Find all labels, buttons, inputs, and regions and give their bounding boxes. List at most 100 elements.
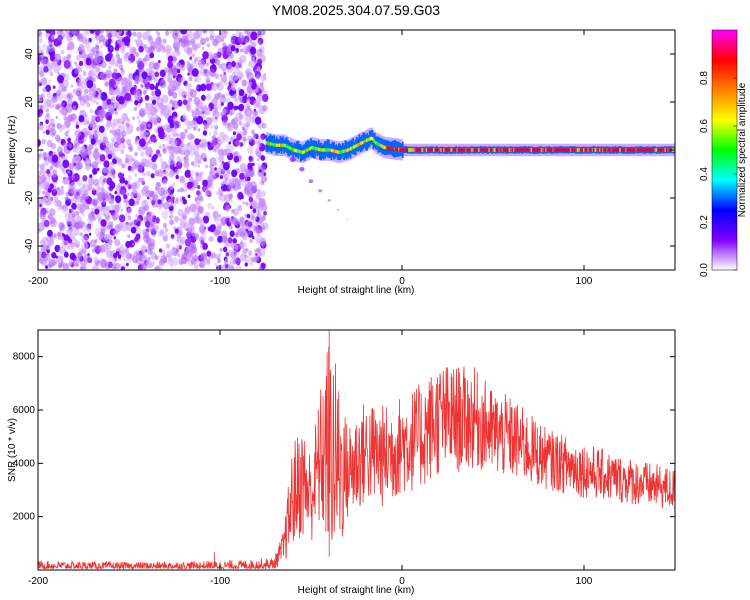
heatmap-cell [116,134,119,138]
heatmap-cell [249,238,253,243]
y-tick-label: 6000 [13,405,36,416]
heatmap-cell [127,215,132,221]
heatmap-cell [107,153,113,160]
snr-ylabel: SNR (10 * v/v) [7,418,18,482]
heatmap-cell [257,31,263,38]
heatmap-cell [52,172,57,178]
heatmap-cell [312,146,314,150]
heatmap-cell [180,30,188,35]
heatmap-cell [368,137,371,141]
heatmap-cell [85,57,92,66]
heatmap-cell [86,256,92,263]
heatmap-cell [86,117,90,122]
heatmap-cell [207,141,211,146]
heatmap-cell [256,210,261,216]
heatmap-cell [162,148,167,154]
heatmap-cell [72,172,80,182]
heatmap-cell [121,143,126,150]
heatmap-cell [46,112,50,117]
heatmap-cell [200,252,208,262]
heatmap-cell [180,228,183,233]
colorbar-label: Normalized spectral amplitude [737,82,748,217]
x-tick-label: -100 [210,276,230,287]
heatmap-cell [260,240,266,247]
heatmap-cell [54,134,61,142]
heatmap-cell [346,218,349,221]
heatmap-cell [230,199,233,203]
heatmap-cell [227,169,231,175]
heatmap-cell [38,190,41,195]
heatmap-cell [202,146,206,152]
heatmap-cell [67,242,75,251]
heatmap-cell [95,101,99,105]
heatmap-cell [148,77,153,82]
heatmap-cell [234,139,241,147]
heatmap-cell [255,253,258,257]
heatmap-cell [230,83,237,91]
heatmap-cell [61,107,68,116]
heatmap-cell [195,30,203,36]
heatmap-cell [337,209,340,211]
heatmap-cell [104,80,110,87]
heatmap-cell [109,181,116,190]
heatmap-cell [81,235,89,244]
heatmap-cell [172,182,176,187]
heatmap-cell [323,148,326,152]
heatmap-cell [47,187,52,193]
heatmap-cell [40,77,48,86]
heatmap-cell [238,88,245,97]
heatmap-cell [224,264,229,269]
heatmap-cell [88,134,93,140]
heatmap-cell [124,157,129,163]
heatmap-cell [115,53,120,59]
heatmap-cell [65,218,72,226]
heatmap-cell [82,183,86,188]
heatmap-cell [62,207,68,214]
heatmap-cell [79,186,87,196]
heatmap-cell [376,141,378,146]
heatmap-cell [310,146,313,150]
heatmap-cell [184,182,188,187]
heatmap-cell [221,108,227,115]
heatmap-cell [76,263,79,268]
x-tick-label: 100 [576,576,593,587]
heatmap-cell [173,40,178,47]
heatmap-cell [177,81,182,87]
heatmap-cell [53,58,58,63]
heatmap-cell [42,260,47,266]
heatmap-cell [194,197,198,202]
heatmap-cell [256,157,260,162]
heatmap-cell [179,131,186,139]
heatmap-cell [125,257,132,265]
heatmap-cell [212,97,219,105]
heatmap-cell [199,219,205,226]
heatmap-cell [165,243,171,249]
heatmap-cell [114,107,117,112]
heatmap-cell [118,124,121,129]
heatmap-cell [175,244,180,250]
heatmap-cell [169,154,175,161]
heatmap-cell [261,214,266,221]
heatmap-cell [43,219,50,228]
heatmap-cell [170,263,174,268]
heatmap-cell [209,34,214,41]
heatmap-cell [152,153,158,160]
heatmap-cell [109,147,116,156]
heatmap-cell [120,190,126,196]
heatmap-cell [370,136,373,140]
heatmap-cell [288,146,291,150]
heatmap-cell [261,200,266,207]
heatmap-cell [229,230,235,237]
heatmap-cell [178,238,185,247]
heatmap-cell [134,39,137,43]
heatmap-cell [210,124,214,129]
colorbar-ticks: 0.0 0.2 0.4 0.6 0.8 [699,71,737,277]
heatmap-cell [202,105,208,113]
heatmap-cell [70,208,75,214]
heatmap-cell [201,138,208,147]
heatmap-cell [250,31,258,41]
heatmap-cell [336,150,339,154]
heatmap-cell [93,130,101,139]
heatmap-cell [154,85,159,91]
